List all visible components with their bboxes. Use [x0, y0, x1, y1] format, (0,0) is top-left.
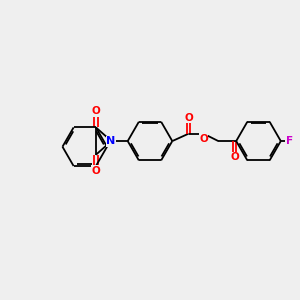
Text: O: O: [199, 134, 208, 144]
Text: O: O: [92, 166, 100, 176]
Text: F: F: [286, 136, 293, 146]
Text: O: O: [92, 106, 100, 116]
Text: O: O: [230, 152, 239, 162]
Text: O: O: [184, 112, 193, 123]
Text: N: N: [106, 136, 116, 146]
